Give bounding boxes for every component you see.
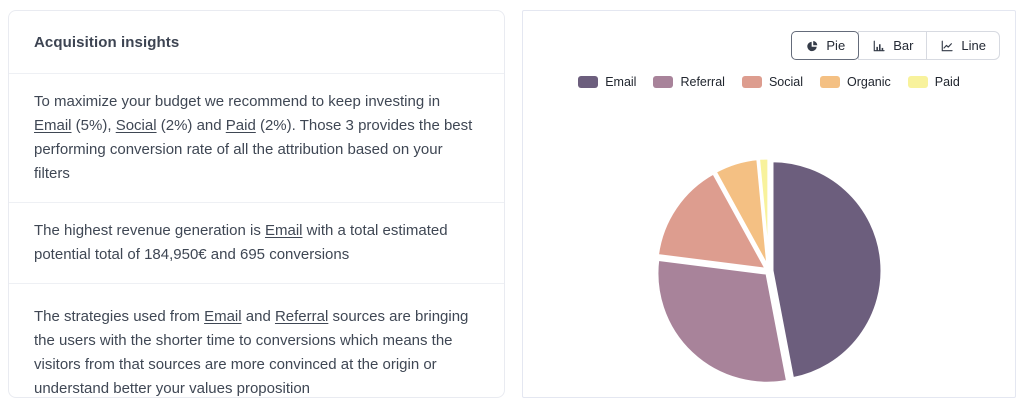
legend-label: Organic — [846, 75, 891, 89]
legend-item-email[interactable]: Email — [578, 75, 636, 89]
inline-link[interactable]: Referral — [274, 308, 329, 325]
legend-swatch — [653, 76, 674, 88]
text-segment: The strategies used from — [34, 308, 205, 325]
text-segment: sources are bringing the users with the … — [34, 308, 469, 397]
inline-link[interactable]: Email — [34, 117, 72, 134]
text-segment: To maximize your budget we recommend to … — [34, 93, 441, 110]
pie-slice-paid[interactable] — [757, 156, 771, 270]
legend-item-social[interactable]: Social — [741, 75, 803, 89]
legend-label: Social — [768, 75, 803, 89]
legend-swatch — [578, 76, 599, 88]
legend-item-referral[interactable]: Referral — [653, 75, 725, 89]
legend-item-organic[interactable]: Organic — [819, 75, 891, 89]
chart-legend: Email Referral Social Organic Paid — [523, 75, 1015, 89]
text-segment: (5%), — [71, 117, 116, 134]
legend-swatch — [819, 76, 840, 88]
legend-swatch — [907, 76, 928, 88]
pie-view-label: Pie — [826, 38, 846, 53]
acquisition-chart-card: Pie Bar — [522, 10, 1016, 398]
legend-label: Paid — [934, 75, 960, 89]
text-segment: and — [241, 308, 275, 325]
bar-view-button[interactable]: Bar — [858, 31, 928, 60]
text-segment: The highest revenue generation is — [34, 222, 265, 239]
line-chart-icon — [940, 39, 954, 53]
legend-item-paid[interactable]: Paid — [907, 75, 960, 89]
pie-chart — [655, 156, 884, 385]
legend-label: Email — [605, 75, 637, 89]
inline-link[interactable]: Email — [204, 308, 242, 325]
acquisition-insights-card: Acquisition insights To maximize your bu… — [8, 10, 505, 398]
bar-chart-icon — [872, 39, 886, 53]
inline-link[interactable]: Social — [115, 117, 157, 134]
line-view-label: Line — [961, 38, 986, 53]
pie-view-button[interactable]: Pie — [791, 31, 860, 60]
pie-chart-icon — [805, 39, 819, 53]
insight-item-strategies: The strategies used from Email and Refer… — [9, 284, 504, 397]
bar-view-label: Bar — [893, 38, 914, 53]
insights-header: Acquisition insights — [9, 11, 504, 74]
text-segment: with a total estimated potential total o… — [34, 222, 448, 263]
pie-chart-area — [649, 151, 889, 391]
page-title: Acquisition insights — [34, 33, 180, 51]
pie-slice-email[interactable] — [770, 159, 884, 381]
text-segment: (2%) and — [156, 117, 226, 134]
line-view-button[interactable]: Line — [926, 31, 1000, 60]
pie-slice-referral[interactable] — [655, 257, 790, 385]
inline-link[interactable]: Paid — [225, 117, 256, 134]
inline-link[interactable]: Email — [264, 222, 303, 239]
pie-slice-social[interactable] — [655, 171, 769, 271]
legend-swatch — [741, 76, 762, 88]
text-segment: (2%). Those 3 provides the best performi… — [34, 117, 473, 182]
insight-item-budget: To maximize your budget we recommend to … — [9, 74, 504, 203]
legend-label: Referral — [680, 75, 725, 89]
chart-type-toggle: Pie Bar — [791, 31, 1000, 60]
insight-item-revenue: The highest revenue generation is Email … — [9, 203, 504, 284]
